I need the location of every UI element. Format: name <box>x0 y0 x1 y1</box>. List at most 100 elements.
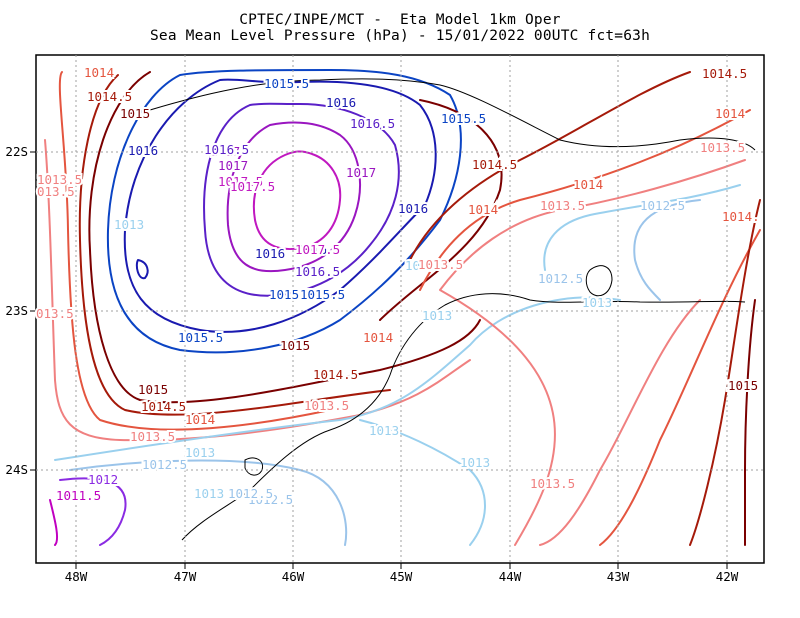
contour-label-halo: 1013 <box>194 486 224 501</box>
contour-label: 1016 <box>255 247 285 262</box>
title-line-1: CPTEC/INPE/MCT - Eta Model 1km Oper <box>239 12 561 28</box>
contour-label: 1017.5 <box>295 242 340 257</box>
contour-label: 1015.5 <box>269 287 314 302</box>
contour-label: 1015 <box>120 106 150 121</box>
contour-label: 1016 <box>255 246 285 261</box>
contour-label-halo: 1014 <box>363 330 393 345</box>
contour-label-halo: 1012.5 <box>142 457 187 472</box>
contour-label-halo: 1016.5 <box>350 116 395 131</box>
contour-label: 1016 <box>326 95 356 110</box>
contour-label-halo: 1013 <box>582 295 612 310</box>
contour-label-halo: 1013.5 <box>700 140 745 155</box>
isobar-1013.5-south <box>539 299 701 546</box>
contour-label-halo: 1016.5 <box>295 264 340 279</box>
contour-label-halo: 1013.5 <box>304 398 349 413</box>
isobar-1014-east <box>419 109 751 291</box>
contour-label-halo: 1014.5 <box>141 399 186 414</box>
contour-label-halo: 013.5 <box>37 184 75 199</box>
isobar-1012.5-east <box>633 199 701 301</box>
contour-label: 1013 <box>369 423 399 438</box>
isobar-1013.5-east <box>439 159 746 546</box>
contour-label-halo: 013.5 <box>36 306 74 321</box>
contour-label: 1015.5 <box>300 287 345 302</box>
contour-label-halo: 1015.5 <box>178 330 223 345</box>
isobar-1015-east <box>379 99 503 321</box>
contour-label-halo: 1014 <box>84 65 114 80</box>
contour-label-halo: 1015 <box>280 338 310 353</box>
contour-label: 1016.5 <box>350 116 395 131</box>
isobar-1014-south <box>599 229 761 546</box>
contour-label-halo: 1013.5 <box>418 257 463 272</box>
contour-label: 1013 <box>582 295 612 310</box>
contour-label: 1017.5 <box>218 174 263 189</box>
contour-label-halo: 1015.5 <box>264 76 309 91</box>
lat-label: 22S <box>5 144 28 159</box>
contour-label-halo: 1012 <box>88 472 118 487</box>
contour-label-halo: 1013.5 <box>530 476 575 491</box>
grid-lines <box>36 55 764 563</box>
contour-label-halo: 1016 <box>297 242 327 257</box>
contour-label-halo: 1017.5 <box>218 174 263 189</box>
coastline-north <box>149 78 756 151</box>
contour-label-halo: 1014. <box>722 209 760 224</box>
contour-labels: 101410141014.51014.5101510151015.51015.5… <box>34 63 762 509</box>
contour-label: 1016 <box>297 242 327 257</box>
isobar-1016 <box>123 78 437 333</box>
contour-label: 1016.5 <box>204 142 249 157</box>
contour-label-halo: 1016 <box>128 143 158 158</box>
contour-label-halo: 1012.5 <box>538 271 583 286</box>
contour-label: 1014 <box>363 330 393 345</box>
contour-label: 1013.5 <box>418 257 463 272</box>
contour-label-halo: 1013.5 <box>130 429 175 444</box>
contour-label: 1017 <box>218 158 248 173</box>
lon-axis-labels: 48W 47W 46W 45W 44W 43W 42W <box>65 569 739 584</box>
contour-label-halo: 1017.5 <box>295 242 340 257</box>
contour-label: 1015 <box>728 378 758 393</box>
lon-label: 44W <box>499 569 522 584</box>
isobar-1016-small <box>135 259 149 280</box>
contour-label-halo: 1012.5 <box>228 486 273 501</box>
contour-label-halo: 1013 <box>114 217 144 232</box>
contour-label: 1014.5 <box>313 367 358 382</box>
isobar-1014 <box>58 71 331 431</box>
coastline <box>149 78 756 541</box>
contour-label: 1015.5 <box>441 111 486 126</box>
contour-label: 1014 <box>573 177 603 192</box>
contour-label-halo: 1013.5 <box>37 172 82 187</box>
contour-label-halo: 1013 <box>369 423 399 438</box>
contour-label-halo: 1013 <box>460 455 490 470</box>
contour-label-halo: 1014.5 <box>313 367 358 382</box>
lat-axis-labels: 22S 23S 24S <box>5 144 28 477</box>
contour-label: 1012 <box>88 472 118 487</box>
contour-label: 1013 <box>460 455 490 470</box>
contour-label: 1014.5 <box>472 157 517 172</box>
contour-label: 1011.5 <box>56 488 101 503</box>
contour-label-halo: 1013.5 <box>540 198 585 213</box>
contour-label-halo: 1011.5 <box>56 488 101 503</box>
lon-label: 42W <box>716 569 739 584</box>
contour-label-halo: 1016.5 <box>204 142 249 157</box>
contour-label: 1015 <box>280 338 310 353</box>
lon-label: 48W <box>65 569 88 584</box>
contour-label-halo: 1013 <box>422 308 452 323</box>
isobar-1013-south <box>359 419 486 546</box>
tick-marks <box>30 151 728 569</box>
coastline-main <box>181 293 746 541</box>
title-line-2: Sea Mean Level Pressure (hPa) - 15/01/20… <box>149 28 651 44</box>
contour-label: 1013.5 <box>304 398 349 413</box>
contour-label-halo: 1015 <box>138 382 168 397</box>
contour-label-halo: 1014 <box>715 106 745 121</box>
contour-label-halo: 1015.5 <box>300 287 345 302</box>
contour-label: 1016.5 <box>295 264 340 279</box>
contour-label-halo: 1014.5 <box>702 66 747 81</box>
contour-label: 1014.5 <box>702 66 747 81</box>
isobar-1013 <box>54 296 621 461</box>
contour-label-halo: 1016 <box>398 201 428 216</box>
island-1 <box>585 265 613 297</box>
isobar-1015-south <box>743 299 756 546</box>
contour-label-halo: 1013 <box>185 445 215 460</box>
contour-label-halo: 1015 <box>726 378 756 393</box>
lon-label: 46W <box>282 569 305 584</box>
contour-label: 1012.5 <box>142 457 187 472</box>
contour-label-halo: 1014 <box>185 412 215 427</box>
